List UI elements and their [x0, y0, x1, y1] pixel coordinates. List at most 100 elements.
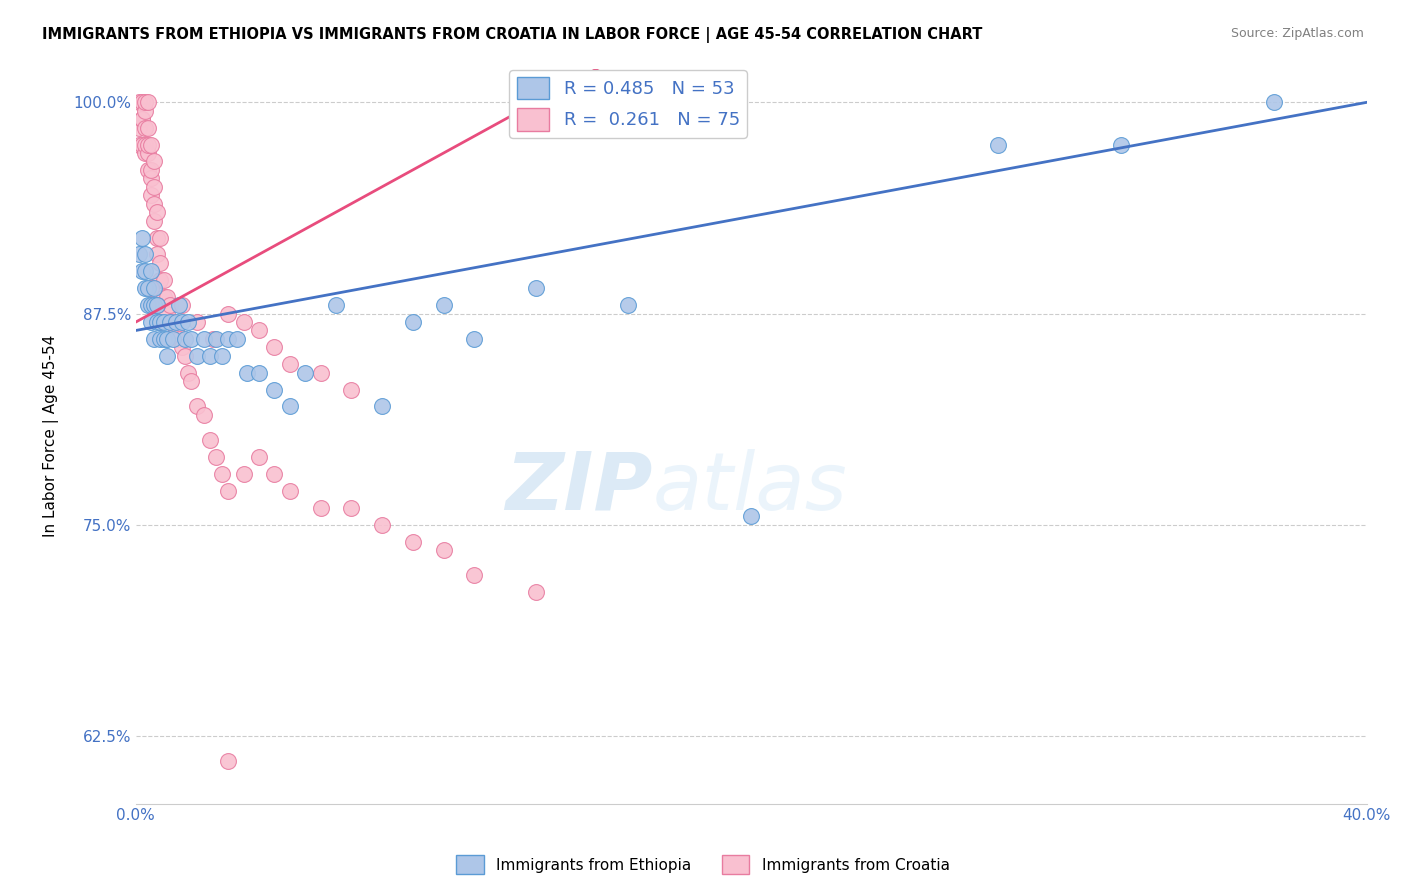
- Point: [340, 500, 363, 515]
- Point: [136, 162, 159, 177]
- Point: [136, 146, 159, 161]
- Point: [134, 103, 156, 118]
- Point: [156, 290, 179, 304]
- Point: [1263, 95, 1285, 110]
- Point: [205, 450, 228, 465]
- Point: [149, 273, 172, 287]
- Point: [217, 332, 239, 346]
- Point: [159, 315, 181, 329]
- Y-axis label: In Labor Force | Age 45-54: In Labor Force | Age 45-54: [44, 334, 59, 537]
- Point: [143, 179, 166, 194]
- Point: [198, 349, 221, 363]
- Point: [211, 467, 233, 481]
- Point: [167, 298, 190, 312]
- Point: [134, 146, 156, 161]
- Point: [146, 205, 169, 219]
- Point: [131, 112, 153, 127]
- Point: [152, 290, 174, 304]
- Point: [177, 315, 200, 329]
- Point: [180, 374, 202, 388]
- Point: [740, 509, 762, 524]
- Point: [131, 230, 153, 244]
- Point: [131, 264, 153, 278]
- Point: [149, 332, 172, 346]
- Point: [143, 332, 166, 346]
- Point: [186, 400, 208, 414]
- Point: [131, 95, 153, 110]
- Text: ZIP: ZIP: [506, 449, 652, 526]
- Point: [134, 247, 156, 261]
- Point: [247, 366, 270, 380]
- Point: [134, 264, 156, 278]
- Point: [156, 332, 179, 346]
- Point: [149, 315, 172, 329]
- Point: [217, 483, 239, 498]
- Point: [263, 383, 285, 397]
- Point: [134, 137, 156, 152]
- Legend: Immigrants from Ethiopia, Immigrants from Croatia: Immigrants from Ethiopia, Immigrants fro…: [450, 849, 956, 880]
- Point: [146, 247, 169, 261]
- Point: [232, 315, 254, 329]
- Point: [226, 332, 249, 346]
- Point: [217, 307, 239, 321]
- Point: [278, 483, 301, 498]
- Point: [247, 450, 270, 465]
- Point: [159, 298, 181, 312]
- Point: [146, 315, 169, 329]
- Point: [402, 315, 425, 329]
- Point: [247, 323, 270, 337]
- Text: Source: ZipAtlas.com: Source: ZipAtlas.com: [1230, 27, 1364, 40]
- Point: [152, 315, 174, 329]
- Point: [141, 281, 163, 295]
- Point: [232, 467, 254, 481]
- Point: [402, 534, 425, 549]
- Point: [128, 95, 150, 110]
- Point: [134, 95, 156, 110]
- Point: [165, 315, 187, 329]
- Point: [205, 332, 228, 346]
- Point: [278, 400, 301, 414]
- Point: [143, 298, 166, 312]
- Point: [162, 332, 184, 346]
- Point: [136, 137, 159, 152]
- Point: [524, 281, 547, 295]
- Point: [146, 230, 169, 244]
- Point: [309, 366, 332, 380]
- Point: [141, 264, 163, 278]
- Point: [235, 366, 257, 380]
- Point: [278, 357, 301, 371]
- Point: [128, 247, 150, 261]
- Point: [174, 349, 197, 363]
- Text: atlas: atlas: [652, 449, 848, 526]
- Point: [131, 137, 153, 152]
- Point: [143, 154, 166, 169]
- Point: [128, 137, 150, 152]
- Legend: R = 0.485   N = 53, R =  0.261   N = 75: R = 0.485 N = 53, R = 0.261 N = 75: [509, 70, 747, 137]
- Point: [136, 95, 159, 110]
- Point: [136, 120, 159, 135]
- Point: [146, 298, 169, 312]
- Point: [186, 349, 208, 363]
- Point: [463, 568, 485, 582]
- Point: [143, 213, 166, 227]
- Point: [136, 281, 159, 295]
- Point: [149, 230, 172, 244]
- Point: [170, 340, 193, 354]
- Point: [143, 196, 166, 211]
- Point: [156, 307, 179, 321]
- Point: [141, 315, 163, 329]
- Point: [617, 298, 640, 312]
- Point: [174, 332, 197, 346]
- Point: [141, 298, 163, 312]
- Point: [211, 349, 233, 363]
- Point: [146, 298, 169, 312]
- Point: [201, 332, 224, 346]
- Point: [180, 332, 202, 346]
- Point: [371, 400, 394, 414]
- Point: [141, 171, 163, 186]
- Point: [141, 137, 163, 152]
- Point: [433, 298, 456, 312]
- Point: [141, 188, 163, 202]
- Point: [162, 315, 184, 329]
- Point: [340, 383, 363, 397]
